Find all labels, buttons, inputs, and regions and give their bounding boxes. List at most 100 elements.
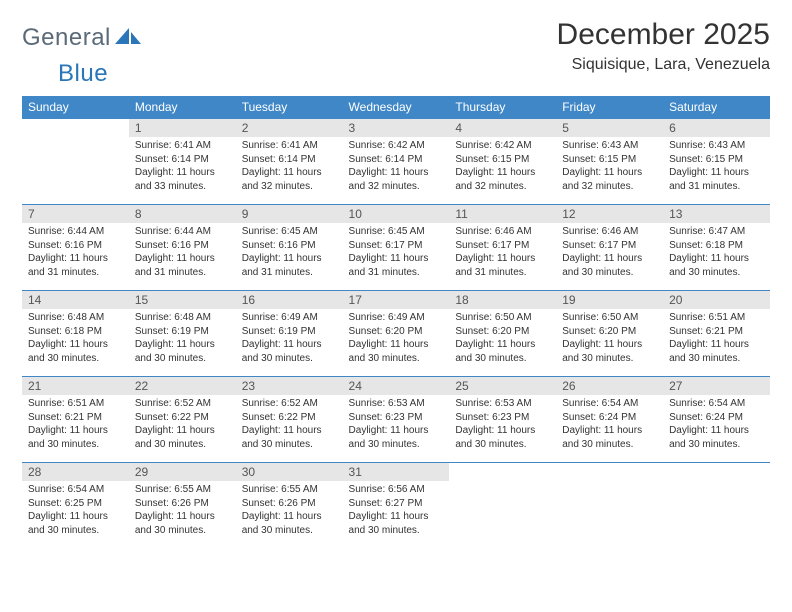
day-number: 1 xyxy=(129,119,236,137)
day-number: 24 xyxy=(343,377,450,395)
day-number: 14 xyxy=(22,291,129,309)
day-number: 20 xyxy=(663,291,770,309)
calendar-table: SundayMondayTuesdayWednesdayThursdayFrid… xyxy=(22,96,770,549)
calendar-day-cell: 5Sunrise: 6:43 AMSunset: 6:15 PMDaylight… xyxy=(556,119,663,205)
day-number: 19 xyxy=(556,291,663,309)
day-body: Sunrise: 6:50 AMSunset: 6:20 PMDaylight:… xyxy=(556,309,663,369)
calendar-day-cell: 20Sunrise: 6:51 AMSunset: 6:21 PMDayligh… xyxy=(663,291,770,377)
day-body: Sunrise: 6:43 AMSunset: 6:15 PMDaylight:… xyxy=(663,137,770,197)
day-number: 16 xyxy=(236,291,343,309)
day-number: 5 xyxy=(556,119,663,137)
title-block: December 2025 Siquisique, Lara, Venezuel… xyxy=(557,18,770,74)
day-number: 11 xyxy=(449,205,556,223)
calendar-day-cell xyxy=(663,463,770,549)
calendar-day-cell: 7Sunrise: 6:44 AMSunset: 6:16 PMDaylight… xyxy=(22,205,129,291)
day-body: Sunrise: 6:54 AMSunset: 6:24 PMDaylight:… xyxy=(663,395,770,455)
calendar-week-row: 1Sunrise: 6:41 AMSunset: 6:14 PMDaylight… xyxy=(22,119,770,205)
day-number: 15 xyxy=(129,291,236,309)
day-body: Sunrise: 6:42 AMSunset: 6:15 PMDaylight:… xyxy=(449,137,556,197)
day-number: 7 xyxy=(22,205,129,223)
day-number: 26 xyxy=(556,377,663,395)
calendar-day-cell: 10Sunrise: 6:45 AMSunset: 6:17 PMDayligh… xyxy=(343,205,450,291)
weekday-header: Tuesday xyxy=(236,96,343,119)
day-body: Sunrise: 6:44 AMSunset: 6:16 PMDaylight:… xyxy=(22,223,129,283)
calendar-day-cell: 18Sunrise: 6:50 AMSunset: 6:20 PMDayligh… xyxy=(449,291,556,377)
logo-word1: General xyxy=(22,24,111,52)
day-body: Sunrise: 6:54 AMSunset: 6:24 PMDaylight:… xyxy=(556,395,663,455)
logo-sail-icon xyxy=(115,26,141,51)
calendar-day-cell: 26Sunrise: 6:54 AMSunset: 6:24 PMDayligh… xyxy=(556,377,663,463)
calendar-day-cell: 12Sunrise: 6:46 AMSunset: 6:17 PMDayligh… xyxy=(556,205,663,291)
day-number: 21 xyxy=(22,377,129,395)
day-number: 28 xyxy=(22,463,129,481)
weekday-header: Friday xyxy=(556,96,663,119)
calendar-day-cell xyxy=(449,463,556,549)
day-number: 10 xyxy=(343,205,450,223)
day-number: 3 xyxy=(343,119,450,137)
day-number: 9 xyxy=(236,205,343,223)
day-body: Sunrise: 6:46 AMSunset: 6:17 PMDaylight:… xyxy=(556,223,663,283)
day-body: Sunrise: 6:55 AMSunset: 6:26 PMDaylight:… xyxy=(129,481,236,541)
calendar-day-cell: 1Sunrise: 6:41 AMSunset: 6:14 PMDaylight… xyxy=(129,119,236,205)
weekday-header: Wednesday xyxy=(343,96,450,119)
day-body: Sunrise: 6:55 AMSunset: 6:26 PMDaylight:… xyxy=(236,481,343,541)
day-number: 29 xyxy=(129,463,236,481)
day-number: 2 xyxy=(236,119,343,137)
calendar-day-cell: 30Sunrise: 6:55 AMSunset: 6:26 PMDayligh… xyxy=(236,463,343,549)
day-number: 30 xyxy=(236,463,343,481)
day-number: 6 xyxy=(663,119,770,137)
day-number: 12 xyxy=(556,205,663,223)
day-body: Sunrise: 6:42 AMSunset: 6:14 PMDaylight:… xyxy=(343,137,450,197)
day-body: Sunrise: 6:48 AMSunset: 6:19 PMDaylight:… xyxy=(129,309,236,369)
calendar-day-cell: 17Sunrise: 6:49 AMSunset: 6:20 PMDayligh… xyxy=(343,291,450,377)
day-body: Sunrise: 6:45 AMSunset: 6:16 PMDaylight:… xyxy=(236,223,343,283)
logo-word2: Blue xyxy=(22,60,108,88)
day-body: Sunrise: 6:45 AMSunset: 6:17 PMDaylight:… xyxy=(343,223,450,283)
calendar-day-cell: 22Sunrise: 6:52 AMSunset: 6:22 PMDayligh… xyxy=(129,377,236,463)
day-number: 4 xyxy=(449,119,556,137)
calendar-day-cell: 29Sunrise: 6:55 AMSunset: 6:26 PMDayligh… xyxy=(129,463,236,549)
day-number: 23 xyxy=(236,377,343,395)
calendar-day-cell: 2Sunrise: 6:41 AMSunset: 6:14 PMDaylight… xyxy=(236,119,343,205)
day-number: 31 xyxy=(343,463,450,481)
calendar-day-cell: 6Sunrise: 6:43 AMSunset: 6:15 PMDaylight… xyxy=(663,119,770,205)
calendar-day-cell: 3Sunrise: 6:42 AMSunset: 6:14 PMDaylight… xyxy=(343,119,450,205)
calendar-day-cell: 13Sunrise: 6:47 AMSunset: 6:18 PMDayligh… xyxy=(663,205,770,291)
weekday-header-row: SundayMondayTuesdayWednesdayThursdayFrid… xyxy=(22,96,770,119)
calendar-day-cell: 9Sunrise: 6:45 AMSunset: 6:16 PMDaylight… xyxy=(236,205,343,291)
calendar-day-cell: 16Sunrise: 6:49 AMSunset: 6:19 PMDayligh… xyxy=(236,291,343,377)
day-body: Sunrise: 6:44 AMSunset: 6:16 PMDaylight:… xyxy=(129,223,236,283)
day-body: Sunrise: 6:52 AMSunset: 6:22 PMDaylight:… xyxy=(236,395,343,455)
day-number: 22 xyxy=(129,377,236,395)
day-number: 18 xyxy=(449,291,556,309)
location: Siquisique, Lara, Venezuela xyxy=(557,56,770,74)
weekday-header: Monday xyxy=(129,96,236,119)
month-title: December 2025 xyxy=(557,18,770,52)
day-body: Sunrise: 6:46 AMSunset: 6:17 PMDaylight:… xyxy=(449,223,556,283)
calendar-day-cell: 4Sunrise: 6:42 AMSunset: 6:15 PMDaylight… xyxy=(449,119,556,205)
calendar-day-cell: 24Sunrise: 6:53 AMSunset: 6:23 PMDayligh… xyxy=(343,377,450,463)
weekday-header: Saturday xyxy=(663,96,770,119)
day-body: Sunrise: 6:52 AMSunset: 6:22 PMDaylight:… xyxy=(129,395,236,455)
day-body: Sunrise: 6:47 AMSunset: 6:18 PMDaylight:… xyxy=(663,223,770,283)
day-body: Sunrise: 6:49 AMSunset: 6:20 PMDaylight:… xyxy=(343,309,450,369)
day-body: Sunrise: 6:53 AMSunset: 6:23 PMDaylight:… xyxy=(449,395,556,455)
day-body: Sunrise: 6:51 AMSunset: 6:21 PMDaylight:… xyxy=(22,395,129,455)
calendar-day-cell: 14Sunrise: 6:48 AMSunset: 6:18 PMDayligh… xyxy=(22,291,129,377)
logo: General xyxy=(22,18,143,52)
calendar-body: 1Sunrise: 6:41 AMSunset: 6:14 PMDaylight… xyxy=(22,119,770,549)
calendar-week-row: 14Sunrise: 6:48 AMSunset: 6:18 PMDayligh… xyxy=(22,291,770,377)
calendar-week-row: 7Sunrise: 6:44 AMSunset: 6:16 PMDaylight… xyxy=(22,205,770,291)
day-body: Sunrise: 6:54 AMSunset: 6:25 PMDaylight:… xyxy=(22,481,129,541)
calendar-day-cell: 28Sunrise: 6:54 AMSunset: 6:25 PMDayligh… xyxy=(22,463,129,549)
weekday-header: Thursday xyxy=(449,96,556,119)
calendar-day-cell: 21Sunrise: 6:51 AMSunset: 6:21 PMDayligh… xyxy=(22,377,129,463)
day-number: 25 xyxy=(449,377,556,395)
day-number: 13 xyxy=(663,205,770,223)
calendar-day-cell xyxy=(556,463,663,549)
day-body: Sunrise: 6:41 AMSunset: 6:14 PMDaylight:… xyxy=(129,137,236,197)
calendar-day-cell xyxy=(22,119,129,205)
day-number: 17 xyxy=(343,291,450,309)
day-body: Sunrise: 6:53 AMSunset: 6:23 PMDaylight:… xyxy=(343,395,450,455)
calendar-day-cell: 25Sunrise: 6:53 AMSunset: 6:23 PMDayligh… xyxy=(449,377,556,463)
